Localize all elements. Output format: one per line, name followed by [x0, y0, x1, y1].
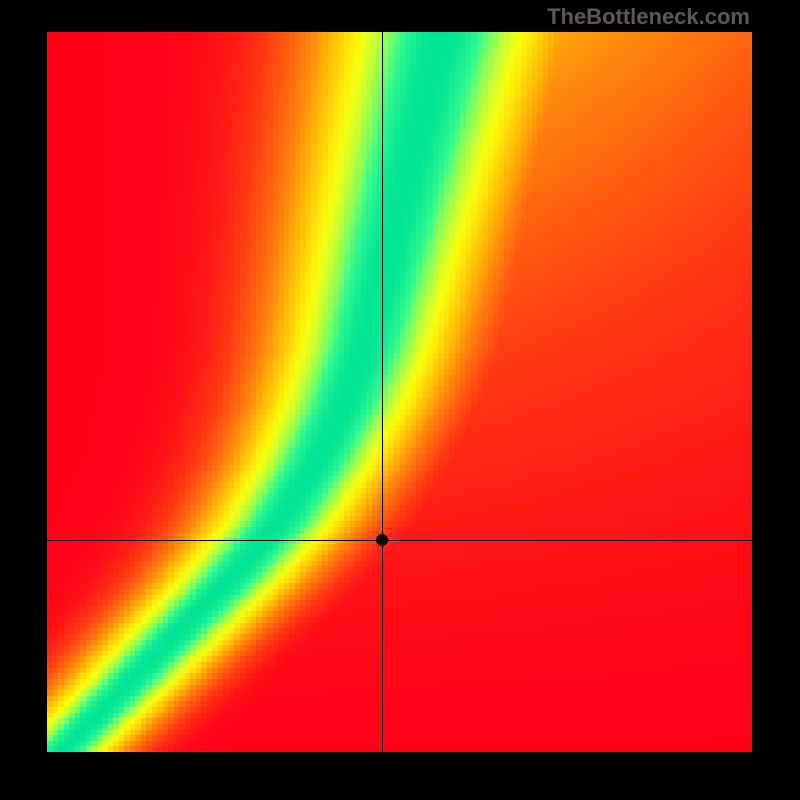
chart-container: { "canvas": { "width": 800, "height": 80…	[0, 0, 800, 800]
bottleneck-heatmap	[47, 32, 752, 752]
watermark-text: TheBottleneck.com	[547, 4, 750, 30]
crosshair-marker	[376, 534, 388, 546]
crosshair-vertical	[382, 32, 383, 752]
crosshair-horizontal	[47, 540, 752, 541]
